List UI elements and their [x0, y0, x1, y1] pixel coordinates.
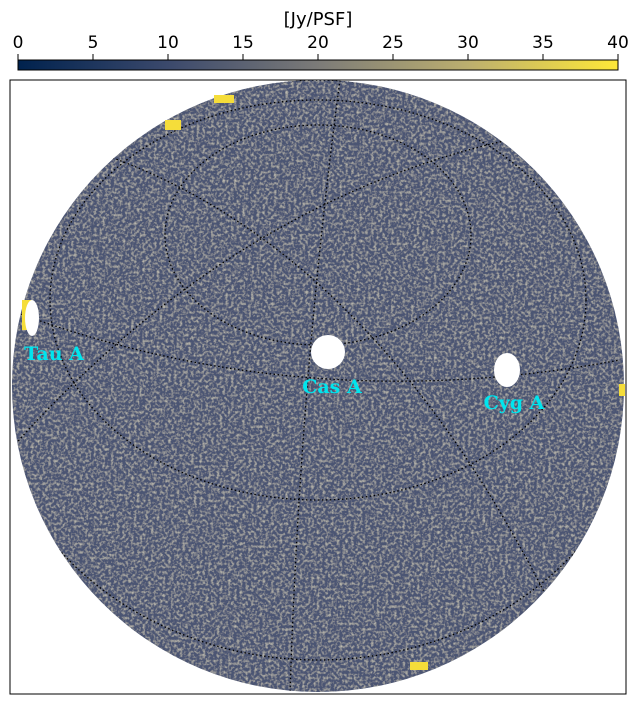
masked-sources — [25, 300, 520, 387]
graticule — [12, 80, 624, 692]
sky — [12, 80, 625, 692]
colorbar-tick-label: 10 — [157, 33, 179, 53]
source-label: Tau A — [24, 343, 84, 365]
source-label: Cyg A — [484, 392, 545, 414]
colorbar-tick-label: 40 — [607, 33, 629, 53]
colorbar-tick-label: 35 — [532, 33, 554, 53]
colorbar-label: [Jy/PSF] — [284, 9, 353, 30]
colorbar-tick-label: 20 — [307, 33, 329, 53]
colorbar-tick-label: 15 — [232, 33, 254, 53]
colorbar-tick-label: 30 — [457, 33, 479, 53]
colorbar — [17, 59, 619, 71]
colorbar-tick-label: 25 — [382, 33, 404, 53]
colorbar-tick-label: 0 — [13, 33, 24, 53]
colorbar-tick-label: 5 — [88, 33, 99, 53]
source-label: Cas A — [302, 376, 362, 398]
